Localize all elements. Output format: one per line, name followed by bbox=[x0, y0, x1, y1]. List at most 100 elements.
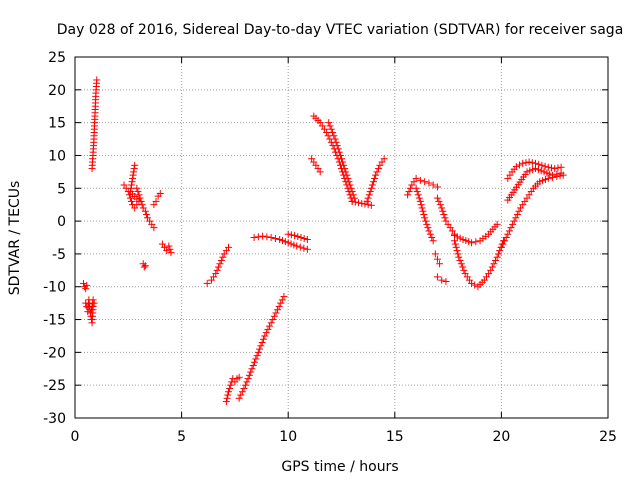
data-point bbox=[242, 381, 250, 389]
data-point bbox=[371, 174, 379, 182]
data-point bbox=[365, 191, 373, 199]
data-point bbox=[267, 234, 275, 241]
data-point bbox=[131, 161, 139, 169]
data-point bbox=[303, 235, 311, 243]
data-point bbox=[224, 391, 232, 399]
data-point bbox=[515, 207, 523, 215]
data-point bbox=[416, 197, 424, 205]
data-point bbox=[227, 381, 235, 389]
data-point bbox=[453, 233, 461, 241]
data-point bbox=[226, 384, 234, 392]
data-point bbox=[539, 177, 547, 185]
axes bbox=[74, 56, 609, 419]
data-point bbox=[433, 194, 441, 202]
y-tick-label: -25 bbox=[43, 378, 66, 394]
data-point bbox=[441, 214, 449, 222]
data-point bbox=[436, 201, 444, 209]
data-point bbox=[287, 231, 295, 239]
data-point bbox=[413, 188, 421, 196]
data-point bbox=[141, 207, 149, 215]
data-point bbox=[134, 188, 142, 196]
data-point bbox=[300, 234, 308, 242]
data-point bbox=[534, 166, 542, 174]
data-point bbox=[431, 250, 439, 258]
data-point bbox=[438, 276, 446, 284]
data-point bbox=[141, 262, 149, 270]
data-point bbox=[156, 190, 164, 198]
data-point bbox=[257, 342, 265, 350]
data-point bbox=[440, 211, 448, 219]
data-point bbox=[129, 171, 137, 179]
data-point bbox=[516, 161, 524, 169]
y-tick-label: 15 bbox=[48, 116, 66, 132]
data-point bbox=[276, 235, 284, 243]
data-point bbox=[519, 159, 527, 167]
data-point bbox=[338, 155, 345, 163]
data-point bbox=[540, 168, 548, 176]
data-point bbox=[261, 332, 269, 340]
data-point bbox=[333, 142, 341, 150]
data-point bbox=[323, 128, 331, 136]
data-point bbox=[235, 373, 243, 381]
data-point bbox=[150, 224, 158, 232]
data-point bbox=[436, 260, 444, 268]
data-point bbox=[419, 207, 427, 215]
x-tick-label: 25 bbox=[599, 429, 617, 445]
data-point bbox=[332, 138, 340, 146]
data-point bbox=[494, 250, 502, 258]
data-point bbox=[551, 165, 559, 173]
data-point bbox=[279, 237, 287, 245]
data-point bbox=[367, 184, 375, 192]
data-point bbox=[329, 128, 337, 136]
data-point bbox=[237, 391, 245, 399]
data-point bbox=[262, 329, 270, 337]
data-point bbox=[127, 197, 135, 205]
data-point bbox=[414, 191, 422, 199]
data-point bbox=[513, 211, 521, 219]
data-point bbox=[330, 132, 338, 140]
data-point bbox=[425, 227, 433, 235]
data-point bbox=[358, 199, 366, 207]
data-point bbox=[297, 234, 305, 241]
x-tick-label: 10 bbox=[279, 429, 297, 445]
data-point bbox=[421, 178, 429, 186]
data-point bbox=[163, 247, 171, 255]
data-point bbox=[373, 168, 381, 176]
data-point bbox=[275, 302, 283, 310]
y-tick-label: 20 bbox=[48, 83, 66, 99]
data-point bbox=[270, 312, 278, 320]
data-point bbox=[245, 371, 253, 379]
data-point bbox=[250, 234, 258, 241]
data-point bbox=[219, 253, 227, 261]
data-point bbox=[355, 199, 363, 207]
data-point bbox=[532, 165, 540, 173]
data-point bbox=[543, 169, 551, 177]
data-point bbox=[422, 217, 430, 225]
data-point bbox=[423, 220, 431, 228]
data-point bbox=[253, 352, 261, 360]
data-point bbox=[126, 194, 134, 202]
data-point bbox=[428, 234, 436, 241]
data-point bbox=[287, 240, 295, 248]
data-point bbox=[420, 211, 428, 219]
data-point bbox=[549, 171, 557, 179]
x-tick-label: 15 bbox=[386, 429, 404, 445]
data-point bbox=[334, 145, 342, 153]
data-point bbox=[452, 243, 460, 251]
data-point bbox=[455, 253, 463, 261]
data-point bbox=[425, 179, 433, 187]
x-tick-label: 5 bbox=[177, 429, 186, 445]
data-point bbox=[433, 273, 441, 281]
data-point bbox=[303, 245, 311, 253]
data-point bbox=[256, 345, 264, 353]
data-point bbox=[296, 243, 304, 251]
data-point bbox=[536, 178, 544, 186]
data-point bbox=[278, 296, 286, 304]
data-point bbox=[294, 233, 302, 241]
data-point bbox=[460, 266, 468, 274]
y-tick-label: 5 bbox=[57, 181, 66, 197]
data-point bbox=[364, 201, 372, 209]
data-point bbox=[165, 242, 173, 250]
data-point bbox=[272, 309, 280, 317]
